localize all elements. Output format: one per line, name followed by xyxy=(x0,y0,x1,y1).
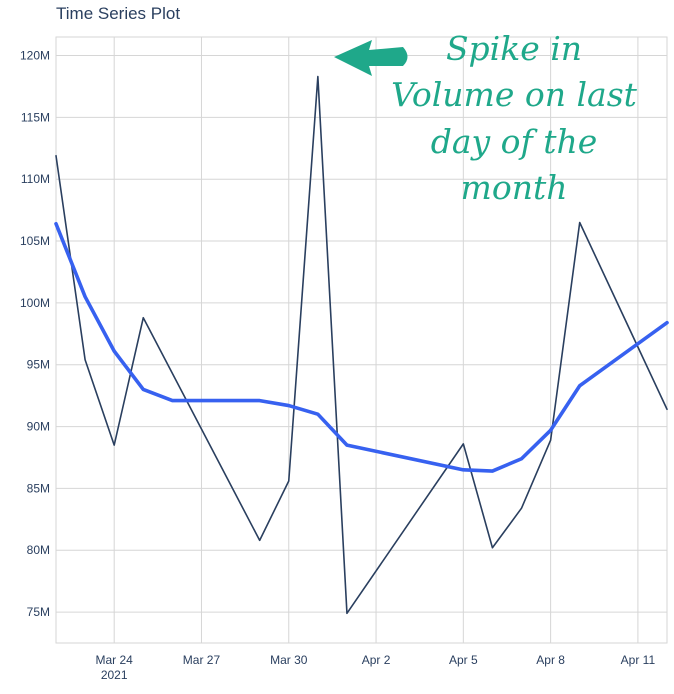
y-tick-label: 85M xyxy=(27,481,50,495)
y-tick-label: 110M xyxy=(21,172,50,186)
y-tick-label: 80M xyxy=(27,543,50,557)
y-tick-label: 105M xyxy=(20,234,50,248)
x-tick-label: Mar 24 xyxy=(96,653,134,667)
x-tick-label: Apr 5 xyxy=(449,653,478,667)
chart-title: Time Series Plot xyxy=(56,4,180,23)
x-tick-label: Apr 11 xyxy=(621,653,656,667)
y-tick-label: 115M xyxy=(21,110,50,124)
y-tick-label: 95M xyxy=(27,358,50,372)
x-tick-label: Apr 2 xyxy=(362,653,391,667)
annotation-line: month xyxy=(461,168,568,207)
annotation-line: Spike in xyxy=(446,29,582,68)
x-tick-label: Mar 27 xyxy=(183,653,221,667)
plot-frame xyxy=(55,36,668,644)
annotation-line: day of the xyxy=(431,122,598,161)
series-line-volume xyxy=(55,75,668,615)
y-tick-label: 75M xyxy=(27,605,50,619)
y-tick-label: 100M xyxy=(20,296,50,310)
x-tick-label: Apr 8 xyxy=(536,653,565,667)
y-tick-label: 120M xyxy=(20,49,50,63)
y-tick-label: 90M xyxy=(27,420,50,434)
chart-axes: 75M 80M 85M 90M 95M 100M 105M 110M 115M 120M Mar 2… xyxy=(20,49,655,682)
annotation-line: Volume on last xyxy=(391,75,638,114)
x-tick-sublabel: 2021 xyxy=(101,668,128,682)
chart-series xyxy=(54,75,669,615)
chart-annotation: Spike in Volume on last day of the month xyxy=(334,29,638,207)
series-line-trend xyxy=(54,221,669,473)
chart-grid xyxy=(55,36,668,644)
x-tick-label: Mar 30 xyxy=(270,653,308,667)
annotation-arrow-icon xyxy=(334,40,408,76)
